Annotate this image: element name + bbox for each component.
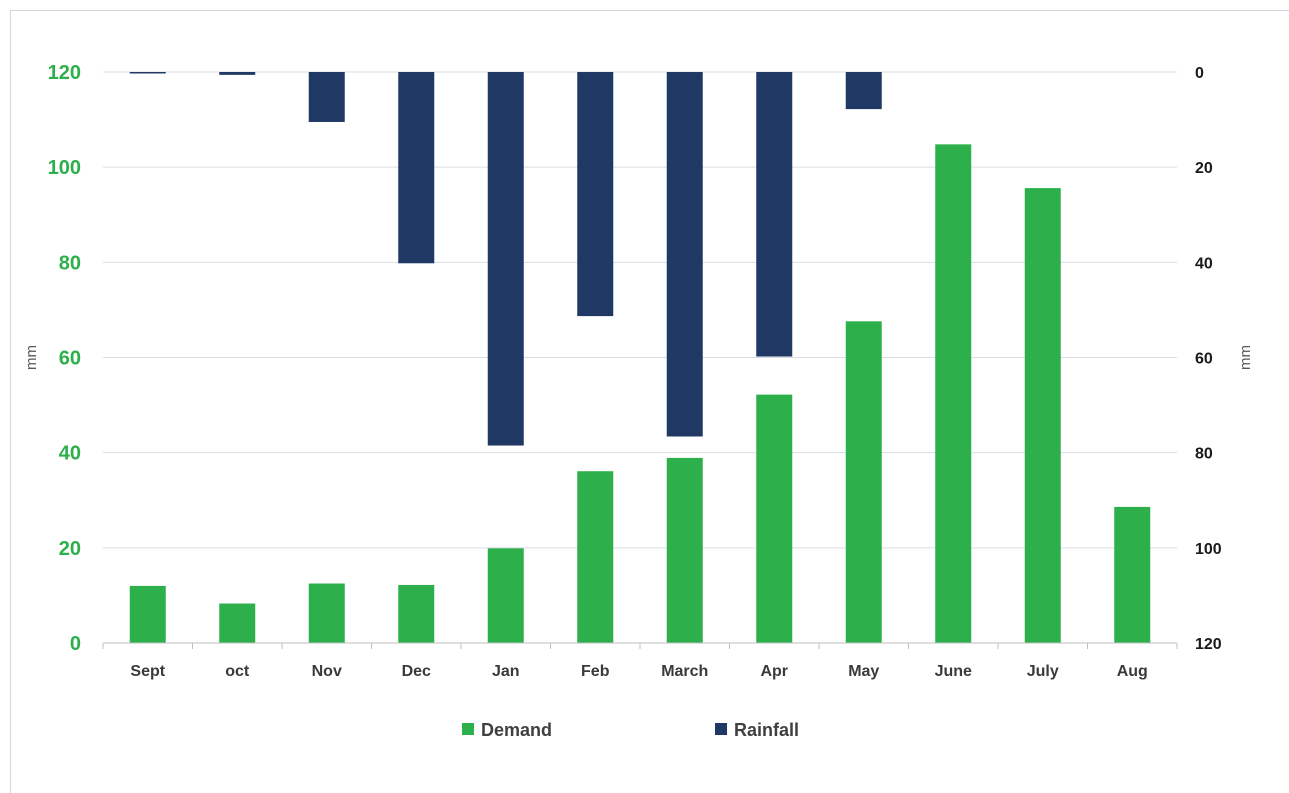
demand-bar bbox=[845, 321, 882, 643]
y-right-axis-label: mm bbox=[1237, 345, 1254, 370]
axes: Sept oct Nov Dec Jan Feb March Apr May June July Au… bbox=[23, 62, 1254, 680]
y-left-tick-label: 80 bbox=[59, 252, 81, 274]
rainfall-bar bbox=[666, 72, 703, 437]
demand-bar bbox=[487, 548, 524, 643]
x-tick-label: Feb bbox=[581, 663, 610, 680]
legend: Demand Rainfall bbox=[462, 720, 799, 740]
rainfall-bar bbox=[308, 72, 345, 122]
demand-bar bbox=[398, 584, 435, 643]
legend-label-demand: Demand bbox=[481, 720, 552, 740]
y-left-tick-label: 0 bbox=[70, 633, 81, 655]
x-tick-label: Dec bbox=[402, 663, 431, 680]
rainfall-bar bbox=[487, 72, 524, 446]
y-right-tick-label: 20 bbox=[1195, 160, 1213, 177]
x-tick-label: June bbox=[935, 663, 972, 680]
demand-bar bbox=[577, 471, 614, 643]
x-tick-label: Aug bbox=[1117, 663, 1148, 680]
rainfall-bar bbox=[398, 72, 435, 264]
x-tick-label: oct bbox=[225, 663, 250, 680]
y-right-tick-label: 40 bbox=[1195, 255, 1213, 272]
x-tick-label: May bbox=[848, 663, 879, 680]
demand-bar bbox=[935, 144, 972, 643]
rainfall-bar bbox=[845, 72, 882, 110]
y-right-tick-label: 80 bbox=[1195, 446, 1213, 463]
rainfall-bar bbox=[756, 72, 793, 357]
x-tick-label: Sept bbox=[130, 663, 165, 680]
legend-swatch-demand bbox=[462, 723, 474, 735]
demand-bar bbox=[1024, 188, 1061, 643]
x-tick-label: March bbox=[661, 663, 708, 680]
demand-bar bbox=[129, 585, 166, 643]
y-right-tick-label: 120 bbox=[1195, 636, 1222, 653]
y-left-tick-label: 120 bbox=[48, 62, 81, 84]
x-tick-label: Apr bbox=[760, 663, 788, 680]
y-left-tick-label: 60 bbox=[59, 348, 81, 370]
rainfall-bar bbox=[219, 72, 256, 75]
y-left-tick-label: 100 bbox=[48, 157, 81, 179]
legend-label-rainfall: Rainfall bbox=[734, 720, 799, 740]
legend-swatch-rainfall bbox=[715, 723, 727, 735]
y-left-tick-label: 20 bbox=[59, 538, 81, 560]
y-right-tick-label: 0 bbox=[1195, 65, 1204, 82]
demand-bar bbox=[756, 394, 793, 643]
y-left-tick-label: 40 bbox=[59, 443, 81, 465]
x-tick-label: Nov bbox=[312, 663, 342, 680]
y-right-tick-label: 60 bbox=[1195, 351, 1213, 368]
rainfall-bar bbox=[129, 72, 166, 74]
rainfall-bar bbox=[577, 72, 614, 317]
bars bbox=[129, 72, 1151, 643]
demand-bar bbox=[1114, 506, 1151, 643]
gridlines bbox=[103, 71, 1177, 549]
y-right-tick-label: 100 bbox=[1195, 541, 1222, 558]
demand-bar bbox=[666, 457, 703, 643]
demand-bar bbox=[308, 583, 345, 643]
chart-frame bbox=[10, 10, 1289, 793]
demand-bar bbox=[219, 603, 256, 643]
x-tick-label: July bbox=[1027, 663, 1059, 680]
y-left-axis-label: mm bbox=[23, 345, 40, 370]
x-tick-label: Jan bbox=[492, 663, 520, 680]
